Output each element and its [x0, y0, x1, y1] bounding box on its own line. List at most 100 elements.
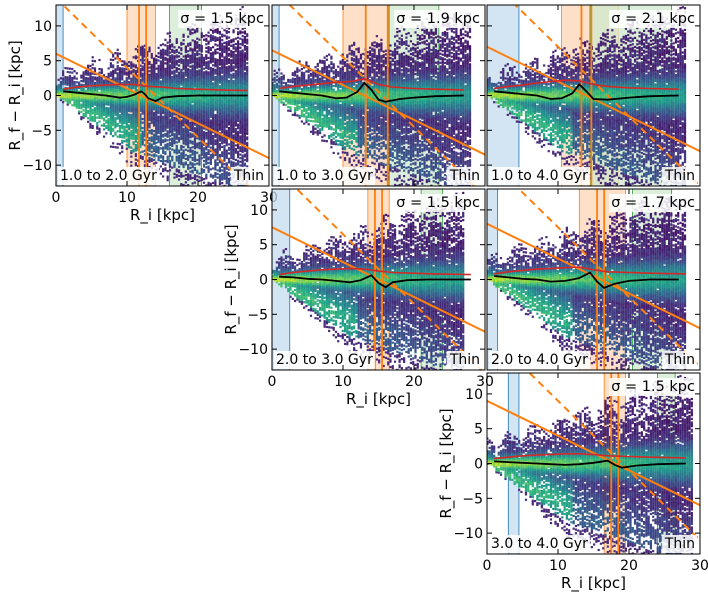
density-cell — [177, 125, 181, 129]
density-cell — [182, 127, 185, 131]
density-cell — [298, 91, 301, 94]
density-cell — [328, 134, 331, 138]
density-cell — [152, 104, 156, 107]
density-cell — [177, 160, 181, 163]
density-cell — [296, 74, 299, 77]
density-cell — [168, 161, 172, 165]
density-cell — [234, 77, 237, 80]
density-cell — [116, 146, 119, 149]
density-cell — [325, 100, 328, 103]
density-cell — [214, 36, 217, 39]
density-cell — [121, 150, 124, 153]
density-cell — [127, 126, 131, 129]
density-cell — [202, 62, 206, 65]
density-cell — [232, 96, 235, 99]
density-cell — [237, 63, 240, 67]
density-cell — [223, 139, 226, 142]
density-cell — [109, 109, 112, 112]
density-cell — [207, 64, 210, 67]
density-cell — [150, 83, 153, 86]
density-cell — [312, 125, 315, 128]
density-cell — [223, 67, 226, 70]
density-cell — [91, 119, 94, 122]
density-cell — [175, 67, 178, 70]
density-cell — [296, 107, 299, 110]
density-cell — [125, 131, 128, 134]
density-cell — [100, 113, 103, 116]
density-cell — [225, 149, 228, 152]
density-cell — [180, 52, 183, 55]
density-cell — [200, 144, 203, 147]
density-cell — [218, 166, 222, 169]
density-cell — [180, 96, 183, 99]
density-cell — [303, 66, 306, 69]
density-cell — [148, 66, 151, 69]
density-cell — [159, 118, 162, 121]
density-cell — [239, 146, 242, 149]
density-cell — [139, 124, 142, 127]
density-cell — [243, 44, 247, 48]
density-cell — [232, 80, 235, 83]
density-cell — [146, 125, 149, 128]
density-cell — [112, 127, 115, 130]
density-cell — [123, 91, 126, 94]
density-cell — [189, 47, 192, 50]
density-cell — [168, 131, 172, 134]
density-cell — [237, 27, 240, 30]
density-cell — [125, 133, 128, 136]
density-cell — [216, 111, 219, 114]
density-cell — [166, 144, 169, 147]
density-cell — [127, 106, 131, 109]
density-cell — [218, 153, 222, 157]
density-cell — [180, 146, 183, 149]
density-cell — [112, 111, 115, 114]
density-cell — [182, 174, 185, 178]
density-cell — [146, 139, 149, 142]
density-cell — [278, 88, 281, 91]
density-cell — [328, 87, 331, 91]
density-cell — [173, 66, 176, 69]
density-cell — [100, 80, 103, 84]
density-cell — [198, 45, 201, 49]
density-cell — [218, 36, 222, 39]
density-cell — [148, 144, 151, 147]
density-cell — [168, 120, 172, 123]
density-cell — [139, 100, 142, 103]
density-cell — [246, 83, 249, 87]
density-cell — [184, 65, 187, 68]
density-cell — [112, 96, 115, 100]
density-cell — [112, 106, 115, 109]
density-cell — [312, 111, 315, 114]
density-cell — [332, 92, 335, 95]
density-cell — [56, 91, 58, 94]
density-cell — [68, 74, 72, 78]
density-cell — [143, 48, 147, 51]
density-cell — [139, 80, 142, 83]
density-cell — [89, 104, 92, 107]
density-cell — [150, 63, 153, 67]
density-cell — [171, 144, 174, 147]
density-cell — [202, 100, 206, 103]
density-cell — [243, 63, 247, 66]
density-cell — [198, 116, 201, 119]
density-cell — [323, 69, 326, 72]
density-cell — [105, 101, 108, 104]
density-cell — [130, 101, 133, 104]
density-cell — [152, 81, 156, 84]
density-cell — [328, 100, 331, 103]
density-cell — [227, 67, 231, 70]
density-cell — [225, 156, 228, 159]
density-cell — [225, 44, 228, 47]
density-cell — [216, 120, 219, 123]
density-cell — [130, 104, 133, 108]
density-cell — [227, 70, 231, 74]
density-cell — [205, 157, 208, 160]
density-cell — [109, 105, 112, 108]
density-cell — [193, 74, 197, 77]
density-cell — [218, 76, 222, 79]
sigma-label-background — [178, 10, 267, 28]
density-cell — [325, 58, 328, 61]
density-cell — [109, 73, 112, 76]
density-cell — [139, 151, 142, 154]
density-cell — [184, 56, 187, 59]
